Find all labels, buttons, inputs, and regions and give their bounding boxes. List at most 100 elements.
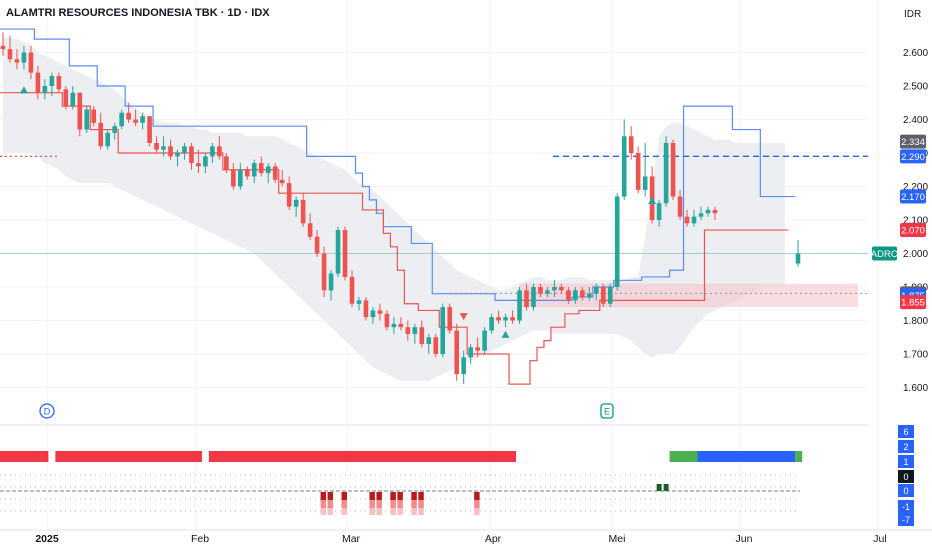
candle-body [342,230,348,277]
price-label-badge [900,149,926,164]
indicator-red-segment [55,451,202,462]
candle-body [7,49,13,60]
candle-body [712,209,718,214]
lower-channel-line [0,92,789,385]
indicator-red-bar [376,492,382,500]
candle-body [419,327,425,344]
candle-body [0,45,6,50]
time-axis: 2025 Feb Mar Apr Mei Jun Jul [0,529,932,545]
candle-body [426,337,432,344]
candle-body [391,323,397,328]
indicator-red-bar [474,500,480,508]
indicator-red-bar [418,508,424,515]
candle-body [621,136,627,197]
indicator-blue-segment [697,451,796,462]
indicator-red-bar [341,492,348,500]
candle-body [538,287,543,294]
dividend-event-icon [39,403,55,419]
time-tick-label: Jul [873,533,886,545]
candle-body [356,300,362,304]
candle-body [531,287,536,308]
indicator-red-bar [397,508,403,515]
buy-signal-marker [648,196,657,204]
indicator-axis-label: 1 [903,457,908,467]
indicator-red-bar [341,500,348,508]
candle-body [321,253,327,291]
candle-body [510,317,515,321]
event-label: D [44,407,51,417]
indicator-green-segment [795,451,803,462]
indicator-axis-label: 0 [903,472,908,482]
price-tick-label: 2.100 [903,216,928,227]
candle-body [35,72,41,93]
indicator-red-bar [369,500,375,508]
indicator-axis-label: 2 [903,442,908,452]
buy-signal-marker [19,86,28,94]
indicator-axis-label: 6 [903,427,908,437]
candle-body [14,59,20,63]
candle-body [258,163,264,174]
candle-body [468,347,473,358]
candle-body [545,290,550,294]
candle-body [77,92,83,130]
candle-body [126,112,131,120]
candle-body [307,223,313,237]
candle-body [461,357,466,375]
indicator-red-bar [397,500,403,508]
currency-label[interactable]: IDR [904,9,922,20]
candle-body [377,310,383,314]
candle-body [517,290,522,321]
buy-signal-marker [501,330,510,338]
candle-body [49,75,55,86]
price-label-badge [900,189,926,204]
candle-body [447,307,453,331]
candle-body [349,276,355,304]
candle-body [684,216,690,224]
signal-markers [19,86,657,338]
candle-body [265,166,271,174]
candle-body [454,330,459,375]
candle-body [607,287,613,304]
price-label-text: 2.290 [901,152,925,163]
indicator-red-bar [411,508,417,515]
indicator-pane [0,424,868,515]
candle-body [433,337,439,354]
indicator-axis-label: -7 [902,515,910,525]
price-label-badge [900,134,926,149]
candle-body [384,313,390,328]
candle-body [189,146,194,164]
candle-body [335,230,341,274]
candle-body [691,216,697,224]
candle-body [412,327,418,334]
candle-body [63,89,69,107]
price-tick-label: 2.200 [903,182,928,193]
candle-body [161,146,166,150]
candle-body [698,213,704,217]
indicator-red-segment [208,451,517,462]
candle-body [370,310,376,318]
candle-body [245,169,250,177]
candle-body [670,142,676,197]
candle-body [628,136,634,153]
candle-body [210,146,215,157]
candle-body [594,287,599,294]
indicator-green-dot [663,484,669,491]
price-tick-label: 2.000 [903,249,928,260]
candle-body [795,253,801,264]
candle-body [663,142,669,204]
candle-body [182,146,187,153]
price-tick-label: 2.400 [903,115,928,126]
indicator-red-bar [327,508,334,515]
channel-lines [0,28,796,385]
indicator-red-bar [376,500,382,508]
indicator-red-bar [369,508,375,515]
candle-body [112,126,117,133]
candle-body [580,290,585,298]
indicator-red-bar [390,508,396,515]
candle-body [677,196,683,217]
indicator-red-bar [411,500,417,508]
price-label-badge [900,295,926,310]
